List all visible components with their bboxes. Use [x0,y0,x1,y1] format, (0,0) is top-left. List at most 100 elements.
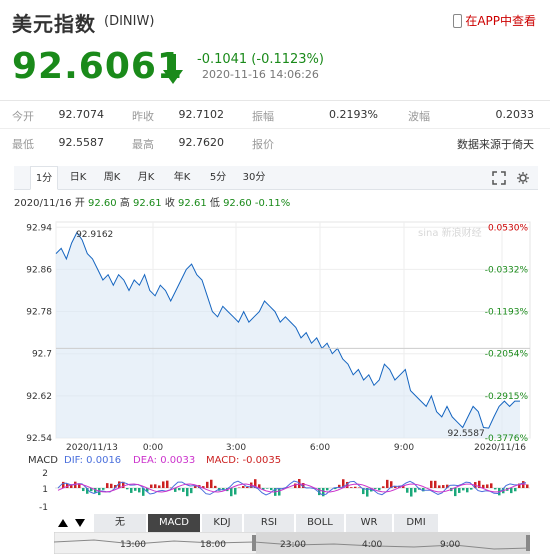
fullscreen-icon[interactable] [492,171,506,185]
tab-5min[interactable]: 5分 [209,172,227,183]
tab-weekly-k[interactable]: 周K [103,172,121,183]
stat-label-prev-close: 昨收 [132,110,154,123]
info-close-value: 92.61 [178,198,207,209]
macd-bar [482,484,485,488]
macd-bar [358,487,361,488]
tab-monthly-k[interactable]: 月K [137,172,155,183]
tab-yearly-k[interactable]: 年K [173,172,191,183]
macd-bar [446,484,449,488]
macd-bar [294,483,297,488]
stat-label-range: 波幅 [408,110,430,123]
macd-y-tick: -1 [39,503,48,512]
indicator-tab-macd[interactable]: MACD [148,514,200,532]
open-in-app-link[interactable]: 在APP中查看 [453,12,536,29]
period-tabs: 1分 日K 周K 月K 年K 5分 30分 [14,166,538,190]
macd-bar [258,484,261,488]
macd-bar [142,488,145,496]
macd-bar [318,488,321,496]
macd-bar [354,486,357,488]
price-area-fill [56,232,520,438]
stat-value-low: 92.5587 [58,136,105,149]
macd-bar [458,488,461,493]
tab-30min[interactable]: 30分 [242,172,266,183]
scroll-down-icon[interactable] [75,519,85,527]
macd-bar [162,481,165,488]
macd-bar [126,488,129,490]
macd-bar [214,485,217,488]
indicator-tab-none[interactable]: 无 [94,514,146,532]
macd-bar [130,488,133,493]
macd-title: MACD [28,455,58,466]
macd-bar [158,485,161,488]
timeline-navigator[interactable] [54,532,530,554]
macd-bar [362,488,365,495]
macd-bar [514,488,517,492]
indicator-tab-dmi[interactable]: DMI [394,514,438,532]
macd-bar [378,488,381,491]
macd-bar [518,483,521,488]
y-tick-label: 92.54 [26,434,52,444]
macd-bar [166,480,169,488]
stats-panel: 今开 92.7074 昨收 92.7102 振幅 0.2193% 波幅 0.20… [0,100,550,156]
timeline-label: 4:00 [362,540,383,550]
macd-bar [430,480,433,488]
price-line [55,231,520,429]
macd-bar [154,484,157,488]
indicator-tab-rsi[interactable]: RSI [244,514,294,532]
macd-bar [118,481,121,488]
macd-bar [62,481,65,488]
macd-bar [82,488,85,492]
stat-value-amplitude: 0.2193% [329,108,378,121]
stat-value-prev-close: 92.7102 [178,108,225,121]
macd-y-tick: 1 [42,485,48,495]
y-tick-label: 92.78 [26,308,52,318]
macd-bar [374,488,377,489]
macd-bar [350,487,353,488]
stat-label-amplitude: 振幅 [252,110,274,123]
macd-value: MACD: -0.0035 [206,455,282,466]
indicator-tab-kdj[interactable]: KDJ [202,514,242,532]
info-open-value: 92.60 [88,198,117,209]
x-tick-label: 2020/11/16 [474,443,526,453]
index-title: 美元指数 [12,12,96,36]
macd-bar [422,488,425,492]
macd-bar [398,485,401,488]
macd-bar [254,479,257,488]
macd-bar [70,484,73,488]
open-in-app-label: 在APP中查看 [465,14,536,28]
macd-bar [302,483,305,488]
tab-daily-k[interactable]: 日K [69,172,87,183]
scroll-left-icon[interactable] [58,519,68,527]
macd-bar [478,480,481,488]
ohlc-info-line: 2020/11/16 开 92.60 高 92.61 收 92.61 低 92.… [14,194,290,209]
stat-value-range: 0.2033 [495,108,535,121]
info-high-label: 高 [119,198,130,209]
info-open-label: 开 [74,198,85,209]
stat-label-high: 最高 [132,138,154,151]
macd-bar [486,484,489,488]
macd-bar [234,488,237,495]
indicator-tab-boll[interactable]: BOLL [296,514,344,532]
macd-bar [386,479,389,488]
timeline-label: 9:00 [440,540,461,550]
macd-bar [94,488,97,493]
macd-bar [106,483,109,488]
stats-row: 最低 92.5587 最高 92.7620 报价 数据来源于倚天 [0,129,550,157]
info-low-label: 低 [209,198,220,209]
stats-row: 今开 92.7074 昨收 92.7102 振幅 0.2193% 波幅 0.20… [0,101,550,129]
macd-bar [338,484,341,488]
info-date: 2020/11/16 [14,198,72,209]
price-chart[interactable]: 92.94 92.86 92.78 92.7 92.62 92.54 0.0530% -0.… [0,210,550,460]
stat-label-open: 今开 [12,110,34,123]
x-tick-label: 2020/11/13 [66,443,118,453]
macd-bar [178,488,181,491]
info-low-value: 92.60 [223,198,252,209]
tab-1min[interactable]: 1分 [30,166,58,190]
macd-bar [186,488,189,497]
phone-icon [453,13,463,28]
macd-bar [366,488,369,497]
macd-bar [138,488,141,493]
settings-icon[interactable] [516,171,530,185]
indicator-tab-wr[interactable]: WR [346,514,392,532]
right-tick-label: -0.2915% [485,392,529,402]
